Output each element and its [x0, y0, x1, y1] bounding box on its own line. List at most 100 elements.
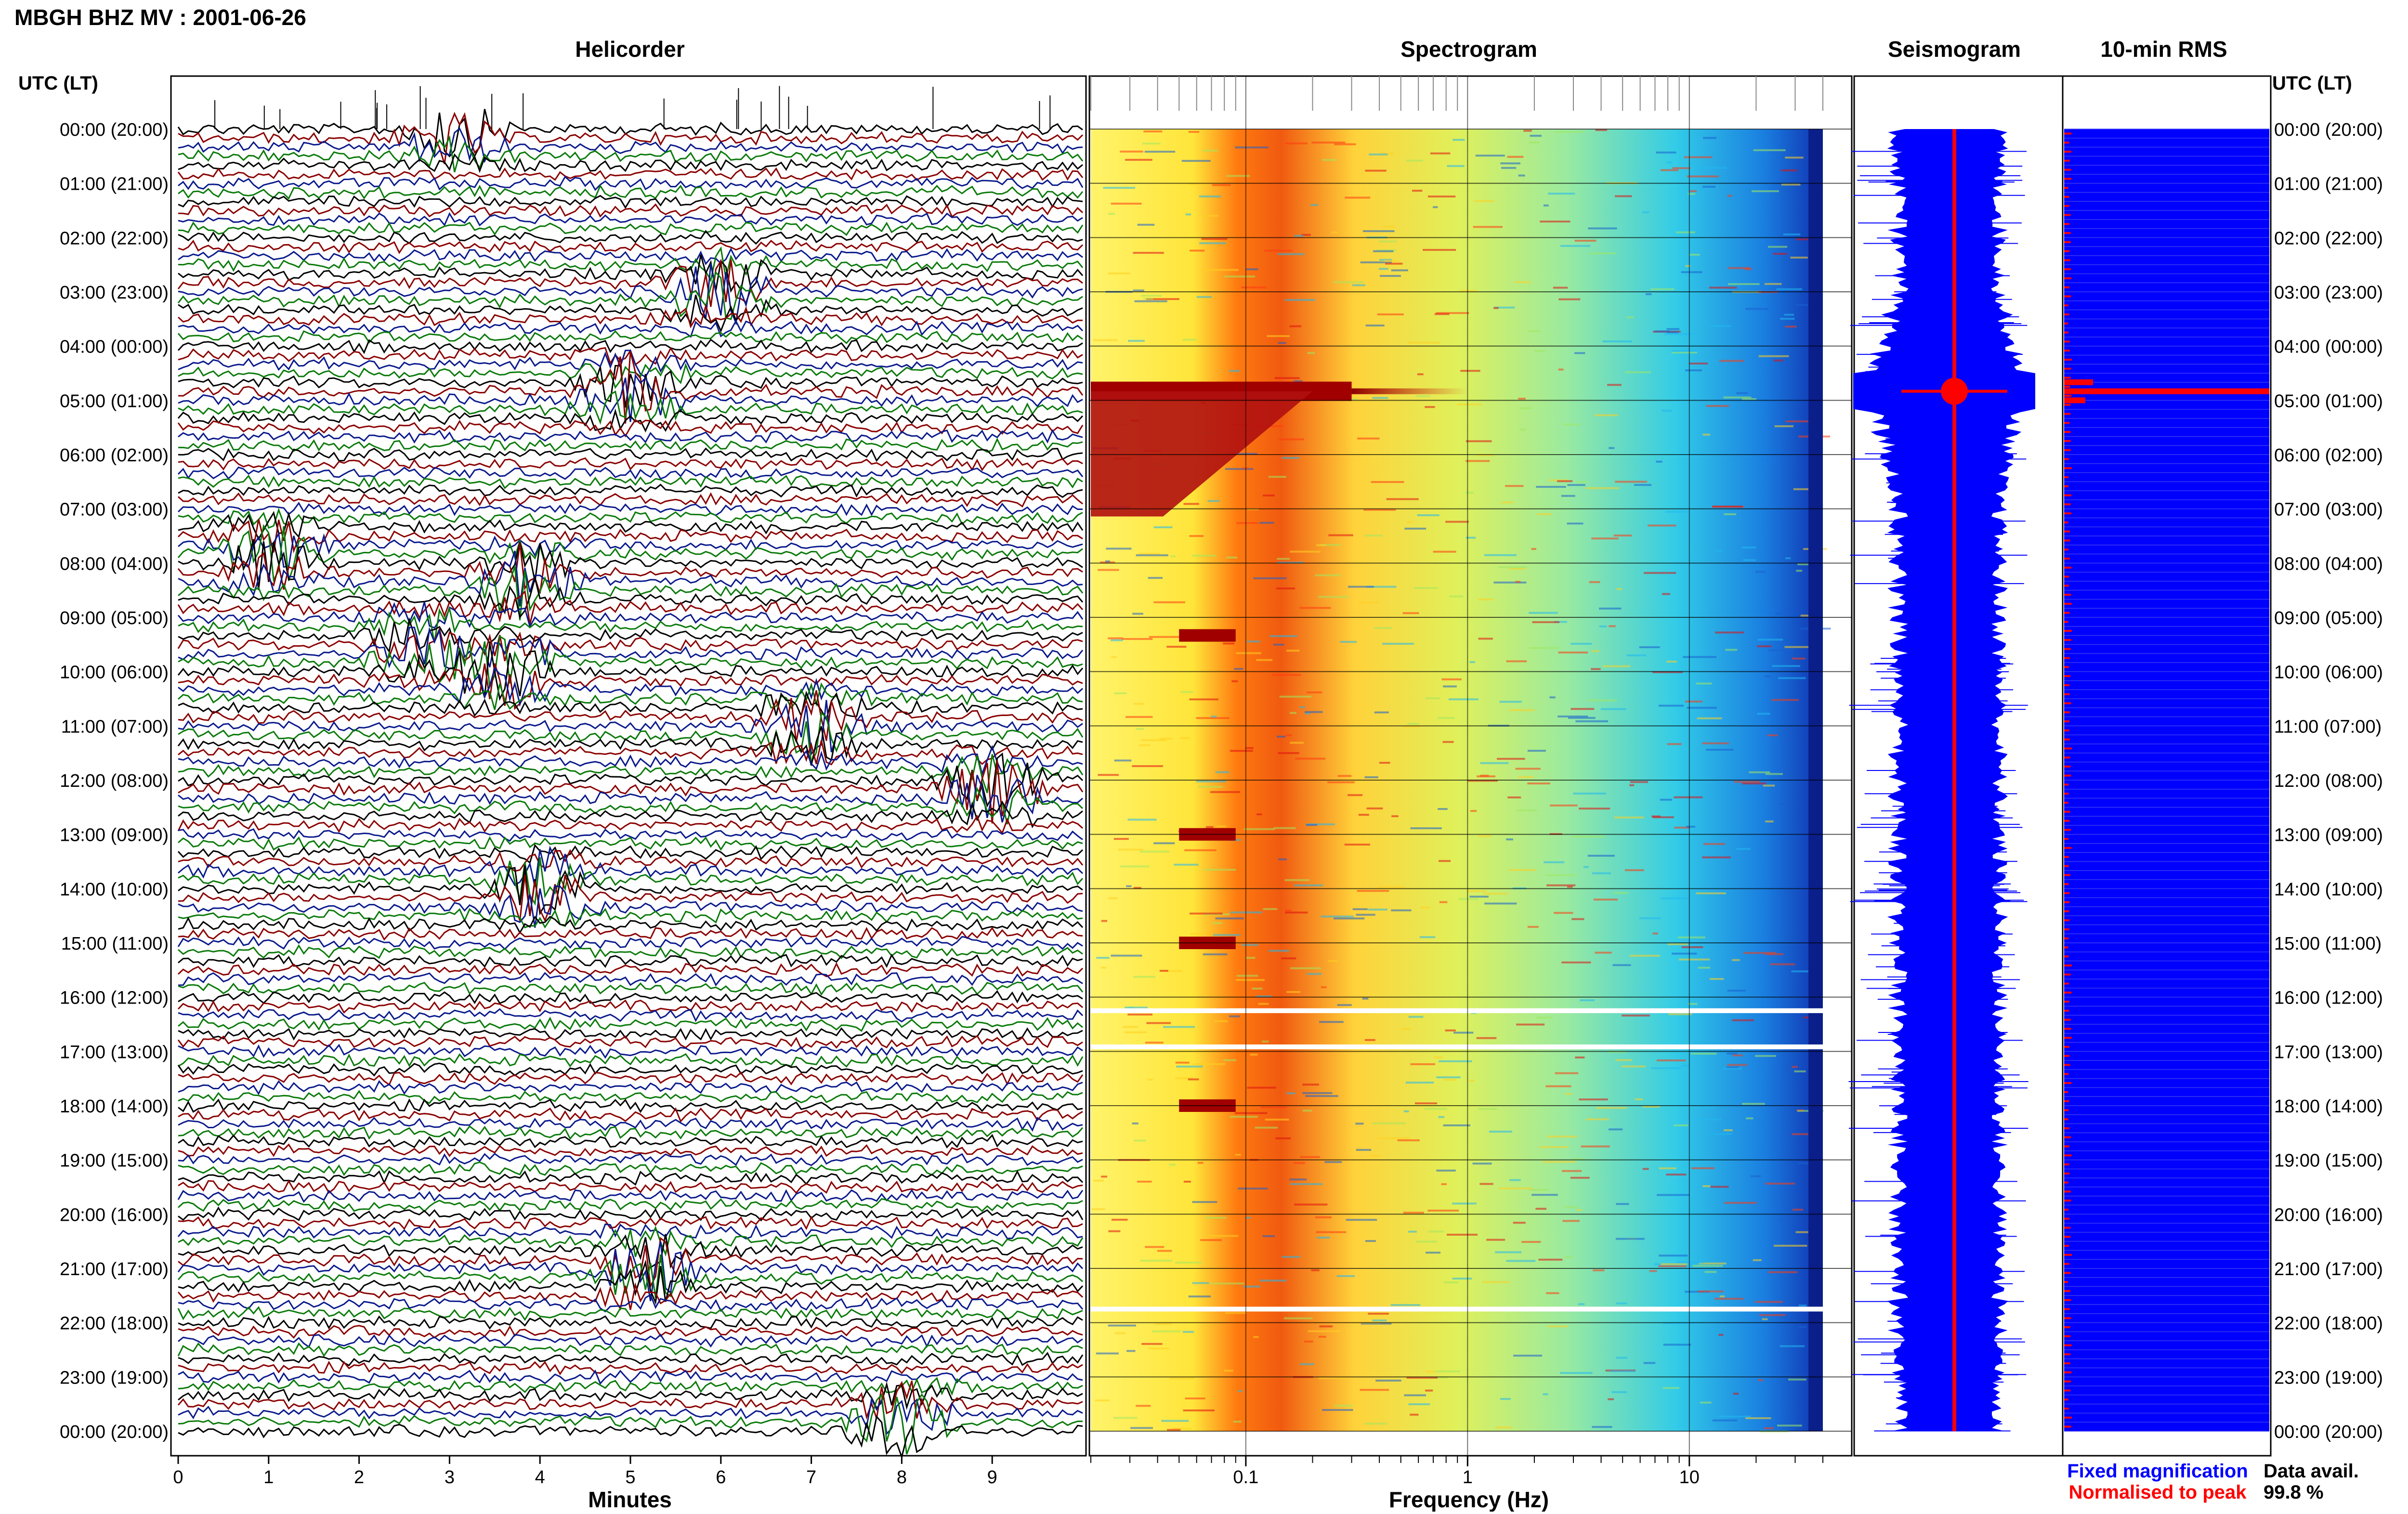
- helicorder-trace: [178, 635, 1083, 690]
- spectrogram-speckle: [1217, 825, 1227, 828]
- rms-normalised-bar: [2064, 1009, 2069, 1012]
- data-availability-value: 99.8 %: [2264, 1482, 2324, 1503]
- spectrogram-speckle: [1294, 380, 1303, 382]
- rms-normalised-bar: [2064, 132, 2072, 135]
- spectrogram-speckle: [1765, 1182, 1795, 1185]
- spectrogram-speckle: [1278, 342, 1286, 344]
- rms-normalised-bar: [2064, 612, 2070, 614]
- spectrogram-speckle: [1153, 842, 1175, 845]
- helicorder-trace: [178, 1333, 1083, 1348]
- helicorder-trace: [178, 1315, 1083, 1330]
- seismogram-panel: [1848, 75, 2064, 1457]
- spectrogram-speckle: [1359, 814, 1369, 816]
- spectrogram-speckle: [1696, 682, 1712, 685]
- spectrogram-speckle: [1299, 607, 1331, 609]
- spectrogram-speckle: [1259, 1279, 1287, 1282]
- spectrogram-speckle: [1404, 725, 1421, 728]
- spectrogram-speckle: [1246, 268, 1258, 271]
- helicorder-trace: [178, 1381, 1083, 1410]
- spectrogram-speckle: [1262, 1235, 1275, 1238]
- spectrogram-speckle: [1281, 957, 1296, 960]
- rms-normalised-bar: [2064, 286, 2070, 288]
- time-tick-left: 03:00 (23:00): [60, 283, 169, 303]
- spectrogram-speckle: [1744, 268, 1752, 271]
- spectrogram-speckle: [1587, 699, 1617, 702]
- spectrogram-speckle: [1183, 1409, 1215, 1411]
- spectrogram-speckle: [1174, 863, 1199, 866]
- spectrogram-speckle: [1379, 268, 1388, 270]
- rms-normalised-bar: [2064, 684, 2070, 686]
- spectrogram-speckle: [1515, 281, 1531, 283]
- helicorder-trace: [178, 849, 1084, 872]
- spectrogram-speckle: [1715, 550, 1723, 552]
- spectrogram-speckle: [1659, 1167, 1676, 1170]
- spectrogram-speckle: [1712, 1419, 1737, 1422]
- spectrogram-speckle: [1319, 1325, 1333, 1328]
- spectrogram-speckle: [1179, 737, 1191, 739]
- spectrogram-speckle: [1792, 1066, 1798, 1068]
- helicorder-trace: [177, 167, 1084, 181]
- spectrogram-speckle: [1688, 1003, 1698, 1005]
- spectrogram-speckle: [1225, 1312, 1246, 1314]
- spectrogram-speckle: [1558, 651, 1588, 653]
- spectrogram-speckle: [1365, 324, 1385, 326]
- spectrogram-speckle: [1190, 249, 1205, 252]
- spectrogram-speckle: [1715, 631, 1744, 634]
- seismogram-spikes: [1848, 151, 2028, 1432]
- helicorder-trace: [178, 239, 1084, 254]
- spectrogram-speckle: [1098, 569, 1119, 571]
- seismogram-peak-marker: [1941, 378, 1968, 405]
- helicorder-trace: [178, 1017, 1083, 1032]
- rms-normalised-bar: [2064, 150, 2071, 153]
- helicorder-trace: [177, 1254, 1083, 1298]
- spectrogram-speckle: [1784, 313, 1794, 316]
- rms-normalised-bar: [2064, 512, 2072, 515]
- spectrogram-speckle: [1696, 892, 1726, 895]
- spectrogram-speckle: [1134, 703, 1144, 705]
- spectrogram-speckle: [1268, 950, 1290, 952]
- spectrogram-speckle: [1126, 1350, 1136, 1352]
- spectrogram-speckle: [1667, 743, 1682, 745]
- spectrogram-speckle: [1136, 554, 1168, 557]
- spectrogram-speckle: [1133, 289, 1144, 292]
- spectrogram-speckle: [1531, 1194, 1558, 1196]
- helicorder-trace: [178, 744, 1083, 777]
- spectrogram-speckle: [1279, 438, 1305, 441]
- spectrogram-speckle: [1203, 149, 1218, 152]
- spectrogram-speckle: [1337, 1004, 1352, 1006]
- spectrogram-speckle: [1439, 860, 1451, 862]
- spectrogram-speckle: [1285, 734, 1292, 736]
- spectrogram-speckle: [1245, 1216, 1251, 1219]
- spectrogram-speckle: [1319, 544, 1341, 546]
- helicorder-trace: [178, 1415, 1083, 1460]
- helicorder-trace: [178, 575, 1084, 619]
- spectrogram-speckle: [1213, 922, 1223, 924]
- rms-normalised-bar: [2064, 575, 2069, 578]
- time-tick-left: 22:00 (18:00): [60, 1314, 169, 1334]
- time-tick-right: 22:00 (18:00): [2274, 1314, 2383, 1334]
- spectrogram-speckle: [1404, 1394, 1426, 1397]
- spectrogram-speckle: [1652, 671, 1683, 673]
- helicorder-trace: [178, 981, 1084, 996]
- spectrogram-speckle: [1515, 581, 1521, 583]
- spectrogram-speckle: [1322, 1409, 1353, 1411]
- spectrogram-speckle: [1780, 169, 1797, 171]
- helicorder-trace: [178, 351, 1084, 424]
- rms-normalised-bar: [2064, 1091, 2068, 1093]
- spectrogram-speckle: [1501, 501, 1513, 504]
- helicorder-trace: [177, 814, 1083, 835]
- spectrogram-speckle: [1372, 1122, 1406, 1124]
- rms-normalised-bar: [2064, 1100, 2069, 1102]
- spectrogram-speckle: [1300, 1156, 1320, 1158]
- spectrogram-speckle: [1565, 1093, 1572, 1095]
- rms-normalised-bar: [2064, 223, 2070, 225]
- figure-title: MBGH BHZ MV : 2001-06-26: [14, 5, 306, 30]
- spectrogram-speckle: [1742, 782, 1767, 784]
- rms-bar-separators: [2064, 129, 2269, 1432]
- spectrogram-speckle: [1767, 1271, 1798, 1273]
- rms-normalised-bar: [2064, 810, 2070, 813]
- spectrogram-speckle: [1689, 190, 1697, 192]
- spectrogram-speckle: [1136, 1405, 1151, 1407]
- spectrogram-speckle: [1304, 1340, 1313, 1343]
- spectrogram-speckle: [1377, 1137, 1411, 1139]
